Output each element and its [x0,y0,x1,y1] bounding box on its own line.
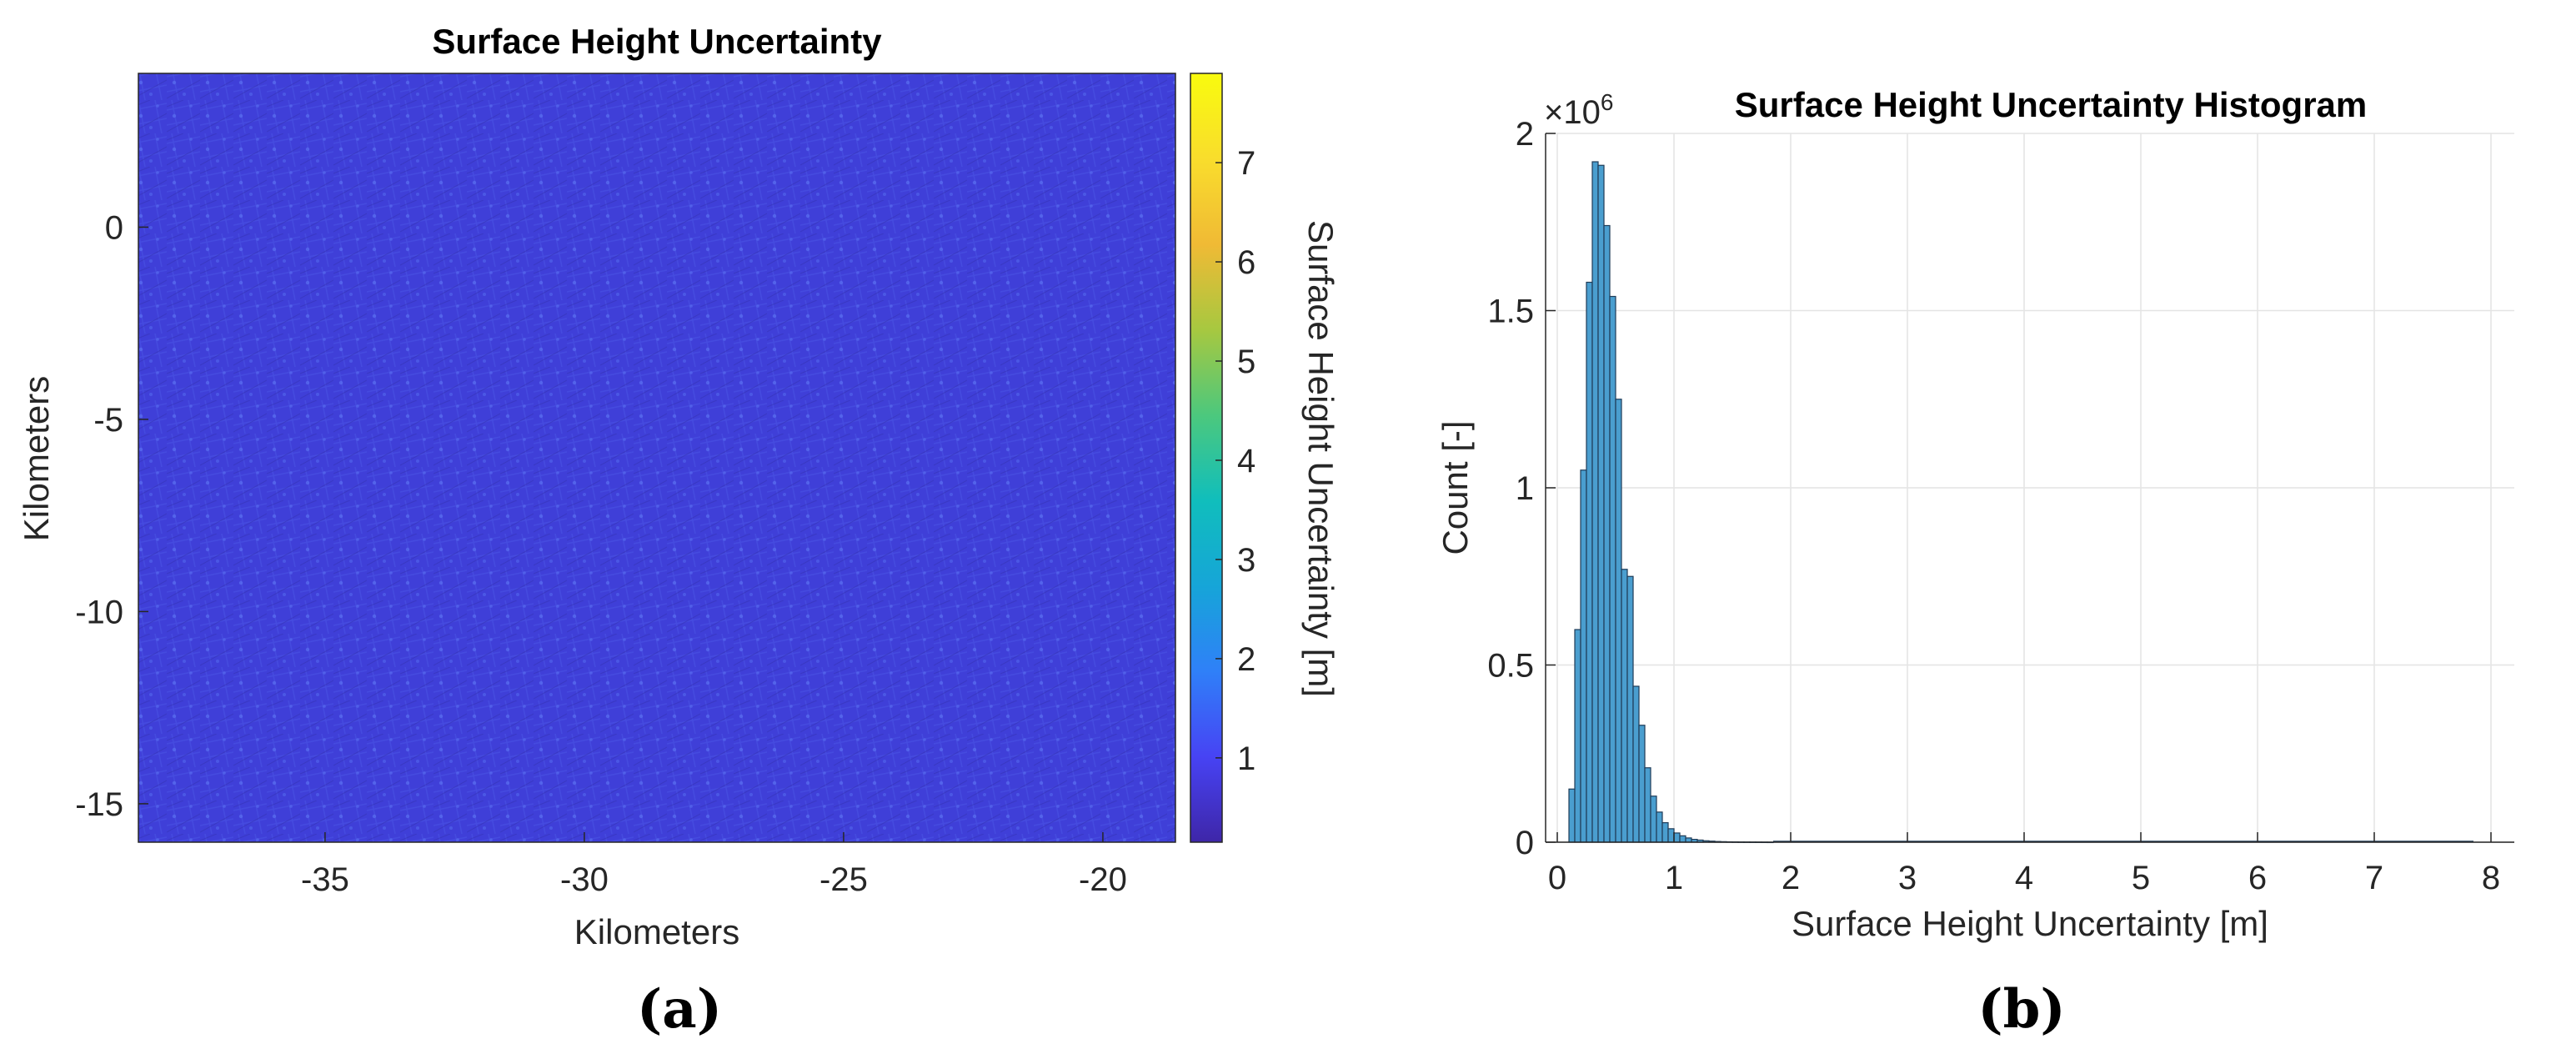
histogram-axes: 0 1 2 3 4 5 6 7 8 0 0.5 1 1.5 2 [1487,116,2514,896]
histogram-bar [1597,164,1605,843]
colorbar-tick-label: 3 [1237,542,1255,579]
histogram-panel: Surface Height Uncertainty Histogram ×10… [1436,85,2514,1041]
colorbar-axes: 1 2 3 4 5 6 7 [1215,145,1255,777]
heatmap-frame [138,73,1176,843]
colorbar-tick-label: 4 [1237,443,1255,479]
histogram-xtick-label: 6 [2248,860,2267,896]
heatmap-xlabel: Kilometers [574,912,739,951]
histogram-bar [1638,725,1646,843]
histogram-bar [1621,569,1628,843]
colorbar-tick-label: 2 [1237,641,1255,678]
histogram-bar [1667,828,1675,843]
heatmap-panel: Surface Height Uncertainty -35 -30 -25 -20 0… [17,22,1341,1041]
panel-label-a: (a) [637,978,722,1041]
histogram-bar [1615,399,1622,843]
colorbar [1190,73,1223,843]
histogram-bar [1673,832,1681,843]
histogram-ytick-label: 0 [1516,825,1534,861]
histogram-ytick-label: 0.5 [1487,648,1534,685]
colorbar-tick-label: 1 [1237,740,1255,777]
histogram-xlabel: Surface Height Uncertainty [m] [1792,904,2268,943]
histogram-xtick-label: 8 [2482,860,2500,896]
heatmap-axes: -35 -30 -25 -20 0 -5 -10 -15 [75,73,1176,898]
heatmap-ylabel: Kilometers [17,376,56,541]
heatmap-xtick-label: -30 [560,861,609,898]
histogram-bar [1685,837,1692,843]
histogram-bar [1609,295,1616,843]
histogram-bar [1650,795,1657,843]
histogram-xtick-label: 5 [2132,860,2150,896]
histogram-ylabel: Count [-] [1436,420,1475,555]
panel-label-b: (b) [1977,978,2065,1041]
heatmap-ytick-label: -15 [75,786,123,823]
histogram-bar [1574,629,1581,843]
histogram-xtick-label: 1 [1665,860,1683,896]
heatmap-ytick-label: -5 [93,402,123,439]
histogram-title: Surface Height Uncertainty Histogram [1735,85,2368,124]
colorbar-label: Surface Height Uncertainty [m] [1301,220,1341,697]
histogram-ytick-label: 1.5 [1487,294,1534,330]
histogram-xtick-label: 7 [2365,860,2383,896]
histogram-bars [1568,161,2473,844]
histogram-xtick-label: 4 [2015,860,2033,896]
histogram-xtick-label: 0 [1548,860,1566,896]
histogram-xtick-label: 3 [1898,860,1917,896]
heatmap-xtick-label: -35 [301,861,349,898]
colorbar-tick-label: 5 [1237,344,1255,380]
heatmap-title: Surface Height Uncertainty [432,22,882,61]
histogram-bar [1603,224,1611,843]
histogram-bar [1580,469,1587,843]
histogram-bar [1568,788,1576,843]
heatmap-xtick-label: -25 [819,861,868,898]
histogram-bar [1632,685,1640,843]
histogram-bar [1656,811,1663,843]
histogram-xtick-label: 2 [1782,860,1800,896]
heatmap-ytick-label: 0 [105,209,123,246]
heatmap-xtick-label: -20 [1079,861,1127,898]
heatmap-ytick-label: -10 [75,594,123,630]
colorbar-tick-label: 7 [1237,145,1255,182]
histogram-bar [1644,767,1651,843]
histogram-exponent-power: 6 [1601,89,1614,115]
histogram-ytick-label: 1 [1516,470,1534,507]
histogram-bar [1626,575,1634,843]
heatmap-image [138,73,1175,842]
histogram-bar [1679,835,1686,843]
histogram-bar [1591,161,1599,843]
histogram-bar [1586,281,1593,843]
histogram-exponent-base: ×10 [1544,94,1601,131]
histogram-exponent: ×106 [1544,89,1613,131]
histogram-ytick-label: 2 [1516,116,1534,153]
histogram-bar [1661,822,1669,843]
colorbar-tick-label: 6 [1237,244,1255,281]
